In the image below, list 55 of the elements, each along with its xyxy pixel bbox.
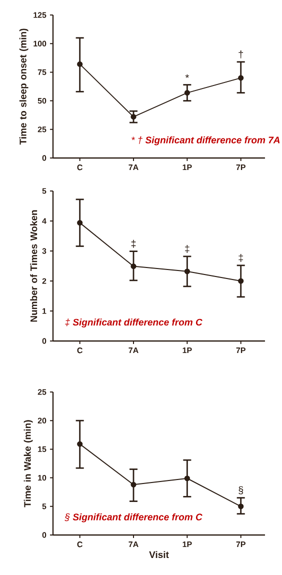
y-tick-label: 1 (42, 308, 46, 314)
point (238, 504, 244, 510)
x-tick-label: 7P (236, 348, 246, 354)
annotation: * (185, 74, 189, 78)
y-tick-label: 0 (42, 155, 46, 161)
y-tick-label: 0 (42, 338, 46, 344)
annotation: ‡ Significant difference from C (65, 318, 202, 328)
point (130, 264, 136, 270)
point (184, 268, 190, 274)
y-tick-label: 50 (38, 98, 46, 104)
point (130, 114, 136, 120)
x-tick-label: 1P (182, 348, 192, 354)
y-tick-label: 100 (34, 40, 46, 46)
x-tick-label: 7P (236, 542, 246, 548)
y-axis-title: Time in Wake (min) (24, 420, 33, 508)
annotation: § (238, 486, 244, 494)
y-tick-label: 2 (42, 278, 46, 284)
y-axis-title: Number of Times Woken (30, 210, 38, 322)
x-axis-title: Visit (149, 551, 169, 558)
x-tick-label: 7A (128, 164, 138, 170)
annotation: ‡ (131, 240, 136, 248)
y-axis-title: Time to sleep onset (min) (19, 28, 28, 145)
x-tick-label: C (77, 348, 82, 354)
y-tick-label: 5 (42, 188, 46, 194)
y-tick-label: 25 (38, 126, 46, 132)
annotation: ‡ (238, 254, 243, 262)
y-tick-label: 10 (38, 474, 46, 481)
y-tick-label: 0 (42, 532, 46, 538)
y-tick-label: 75 (38, 69, 46, 75)
point (77, 441, 83, 447)
point (77, 220, 83, 226)
annotation: § Significant difference from C (64, 513, 202, 522)
y-tick-label: 3 (42, 248, 46, 254)
x-tick-label: C (77, 164, 82, 170)
x-tick-label: 7A (128, 542, 138, 548)
y-tick-label: 25 (38, 389, 46, 395)
x-tick-label: 1P (182, 164, 192, 170)
annotation: ‡ (185, 244, 190, 253)
point (238, 278, 244, 284)
point (77, 61, 83, 67)
x-tick-label: C (77, 542, 82, 548)
y-tick-label: 15 (38, 446, 46, 452)
point (184, 476, 190, 482)
x-tick-label: 1P (182, 542, 192, 548)
x-tick-label: 7A (128, 348, 138, 354)
y-tick-label: 5 (42, 504, 46, 510)
y-tick-label: 20 (38, 418, 46, 424)
y-tick-label: 125 (34, 12, 46, 18)
annotation: * † Significant difference from 7A (132, 136, 280, 146)
point (238, 75, 244, 81)
point (130, 482, 136, 488)
point (184, 90, 190, 96)
y-tick-label: 4 (42, 218, 46, 224)
annotation: † (238, 50, 243, 58)
x-tick-label: 7P (236, 164, 246, 170)
